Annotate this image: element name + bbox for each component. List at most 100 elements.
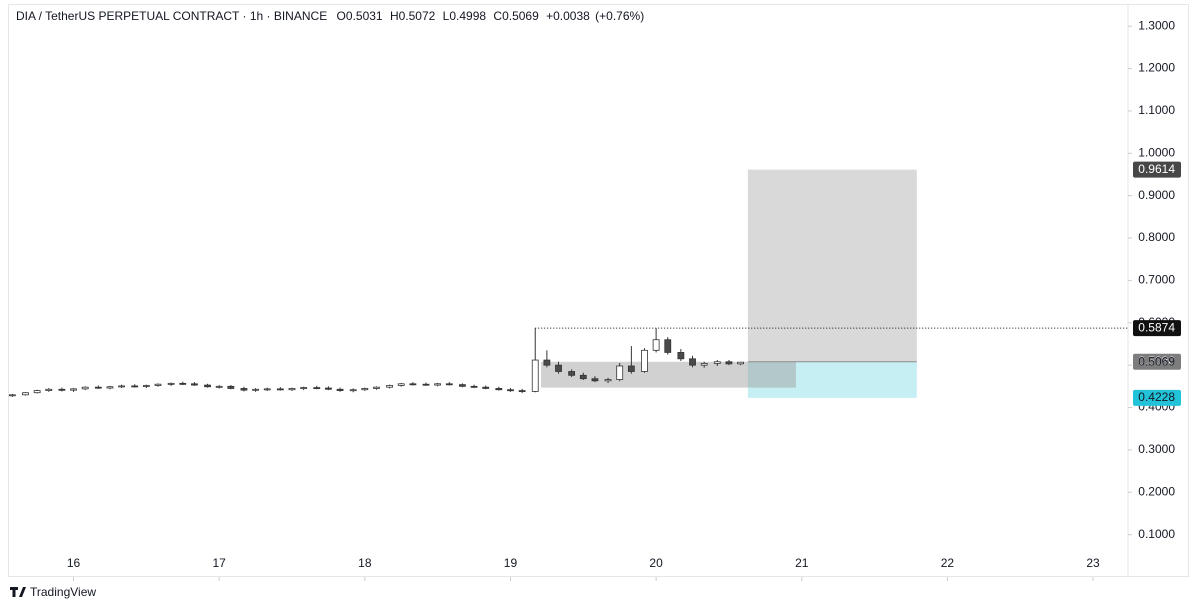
candle-body [543, 359, 551, 366]
candle-body [131, 385, 139, 388]
candle-body [627, 365, 635, 372]
candle-body [591, 378, 599, 382]
candle-body [167, 382, 175, 385]
candle-body [252, 388, 259, 391]
candle-body [313, 387, 321, 390]
candle-body [300, 387, 308, 390]
axes: 0.10000.20000.30000.40000.50000.60000.70… [67, 18, 1181, 581]
candle-body [664, 339, 672, 353]
range-box [541, 361, 796, 388]
target-zone [747, 169, 917, 362]
candle-body [142, 385, 150, 387]
brand-logo: TradingView [10, 585, 96, 599]
candle-body [263, 388, 271, 391]
candle-body [288, 388, 296, 391]
candle-body [70, 388, 77, 391]
high-price-label: 0.5874 [1138, 320, 1175, 334]
zones [535, 169, 1128, 398]
candle-body [397, 383, 405, 386]
y-tick-label: 0.2000 [1138, 484, 1175, 498]
candle-body [361, 388, 369, 391]
candle-body [737, 361, 744, 365]
y-tick-label: 1.3000 [1138, 18, 1175, 32]
candle-body [689, 358, 696, 366]
symbol: DIA / TetherUS PERPETUAL CONTRACT · 1h ·… [16, 9, 327, 23]
candle-body [422, 383, 430, 386]
candle-body [518, 390, 526, 392]
brand: TradingView [30, 585, 96, 599]
x-tick-label: 19 [504, 556, 518, 570]
high-price-label-bg [1133, 320, 1181, 337]
candle-body [336, 388, 344, 391]
candle-body [713, 361, 721, 364]
candle-body [204, 384, 211, 388]
y-tick-label: 0.1000 [1138, 527, 1175, 541]
candle-body [434, 383, 442, 386]
change-percent: (+0.76%) [595, 9, 644, 23]
candle-body [227, 385, 235, 389]
candle-body [531, 359, 539, 392]
candle-body [240, 388, 248, 391]
candle-body [495, 388, 503, 391]
ohlc-label: H [390, 9, 399, 23]
frame [8, 4, 1189, 577]
ohlc-label: L [443, 9, 450, 23]
candle-body [568, 371, 576, 376]
y-tick-label: 0.9000 [1138, 188, 1175, 202]
last-price-label: 0.5069 [1138, 354, 1175, 368]
candle-body [191, 383, 198, 386]
x-tick-label: 20 [649, 556, 663, 570]
y-tick-label: 0.8000 [1138, 230, 1175, 244]
x-tick-label: 17 [213, 556, 227, 570]
candle-body [459, 384, 466, 387]
candle-body [94, 386, 102, 389]
candle-body [118, 385, 126, 388]
x-tick-label: 22 [941, 556, 955, 570]
candle-body [725, 361, 733, 365]
y-tick-label: 0.7000 [1138, 273, 1175, 287]
ohlc-value: 0.5031 [346, 9, 383, 23]
candle-body [22, 392, 29, 396]
x-tick-label: 21 [795, 556, 809, 570]
y-tick-label: 1.1000 [1138, 103, 1175, 117]
candles [8, 328, 744, 397]
entry-price-label: 0.5080 [1138, 354, 1175, 368]
ohlc-value: 0.5072 [399, 9, 436, 23]
candle-body [154, 383, 162, 386]
candle-body [641, 349, 648, 372]
entry-price-label-bg [1133, 353, 1181, 370]
candle-body [373, 386, 380, 389]
chart-header: DIA / TetherUS PERPETUAL CONTRACT · 1h ·… [16, 9, 644, 23]
candle-body [409, 383, 417, 386]
candle-body [8, 394, 16, 397]
candle-body [555, 364, 562, 372]
candle-body [445, 383, 453, 386]
candle-body [58, 388, 66, 391]
y-tick-label: 1.2000 [1138, 61, 1175, 75]
stop-zone [747, 361, 917, 398]
candle-body [106, 386, 114, 389]
y-tick-label: 1.0000 [1138, 145, 1175, 159]
ohlc-value: 0.4998 [449, 9, 486, 23]
stop-price-label-bg [1133, 389, 1181, 406]
x-tick-label: 16 [67, 556, 81, 570]
candle-body [81, 386, 89, 390]
ohlc-label: O [337, 9, 346, 23]
ohlc-value: 0.5069 [502, 9, 539, 23]
candle-body [507, 389, 514, 392]
candle-body [349, 389, 357, 392]
candle-body [652, 339, 660, 351]
candle-body [616, 365, 624, 380]
candle-body [386, 385, 393, 388]
target-price-label: 0.9614 [1138, 162, 1175, 176]
candle-body [276, 388, 284, 391]
candle-body [33, 390, 41, 394]
candle-body [677, 352, 685, 360]
candle-body [179, 382, 187, 385]
target-price-label-bg [1133, 161, 1181, 178]
candle-body [215, 385, 223, 388]
candle-body [604, 379, 612, 382]
y-tick-label: 0.3000 [1138, 442, 1175, 456]
